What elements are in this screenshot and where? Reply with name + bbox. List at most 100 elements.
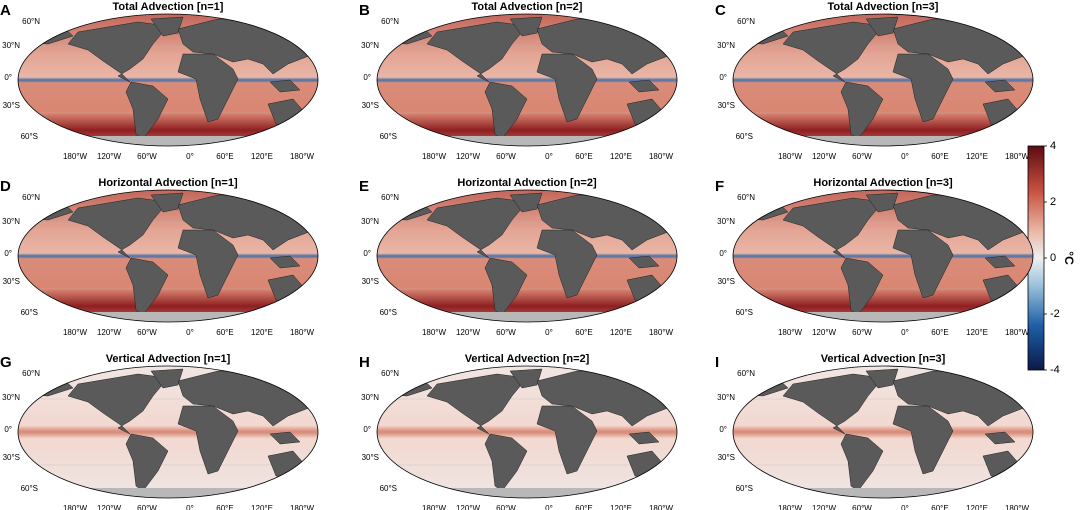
lon-label: 120°E bbox=[251, 504, 273, 510]
panel-letter: H bbox=[359, 354, 370, 371]
lat-label: 30°S bbox=[718, 277, 735, 286]
panel-title: Total Advection [n=1] bbox=[113, 1, 224, 13]
lon-label: 180°W bbox=[63, 504, 88, 510]
lon-label: 60°W bbox=[137, 328, 157, 337]
lon-label: 180°W bbox=[778, 504, 803, 510]
lat-label: 60°S bbox=[380, 132, 397, 141]
lon-label: 120°W bbox=[812, 504, 837, 510]
lon-label: 0° bbox=[186, 328, 194, 337]
map: 180°W 120°W 60°W 0° 60°E 120°E 180°W 60°N 30°N 0°… bbox=[2, 13, 319, 161]
lat-label: 30°S bbox=[3, 453, 20, 462]
lat-label: 60°S bbox=[736, 484, 753, 493]
panel-title: Horizontal Advection [n=1] bbox=[98, 177, 238, 189]
lon-label: 60°W bbox=[852, 152, 872, 161]
lat-label: 60°S bbox=[736, 308, 753, 317]
lat-label: 30°S bbox=[362, 277, 379, 286]
map: 180°W 120°W 60°W 0° 60°E 120°E 180°W 60°N 30°N 0°… bbox=[361, 365, 678, 510]
lat-label: 60°S bbox=[736, 132, 753, 141]
lat-label: 30°N bbox=[361, 41, 379, 50]
colorbar-tick-label: -4 bbox=[1050, 364, 1060, 376]
lon-label: 60°W bbox=[496, 328, 516, 337]
lon-label: 180°W bbox=[1005, 152, 1030, 161]
colorbar-tick-label: 0 bbox=[1050, 252, 1056, 264]
lon-label: 120°E bbox=[966, 152, 988, 161]
lon-label: 0° bbox=[545, 504, 553, 510]
lat-label: 30°N bbox=[2, 217, 20, 226]
lon-label: 120°W bbox=[97, 504, 122, 510]
lon-label: 180°W bbox=[422, 152, 447, 161]
lon-label: 180°W bbox=[1005, 328, 1030, 337]
map-body bbox=[733, 366, 1033, 498]
lat-label: 30°S bbox=[718, 101, 735, 110]
lon-label: 60°W bbox=[496, 152, 516, 161]
lon-label: 180°W bbox=[63, 328, 88, 337]
lat-label: 0° bbox=[4, 425, 12, 434]
lon-label: 120°W bbox=[456, 152, 481, 161]
lat-label: 60°N bbox=[22, 369, 40, 378]
lat-label: 0° bbox=[4, 249, 12, 258]
lon-label: 0° bbox=[901, 504, 909, 510]
panel-letter: E bbox=[359, 178, 369, 195]
lon-label: 60°E bbox=[575, 328, 592, 337]
map: 180°W 120°W 60°W 0° 60°E 120°E 180°W 60°N 30°N 0°… bbox=[361, 13, 678, 161]
map: 180°W 120°W 60°W 0° 60°E 120°E 180°W 60°N 30°N 0°… bbox=[717, 189, 1034, 337]
lat-label: 30°S bbox=[3, 277, 20, 286]
lon-label: 180°W bbox=[649, 504, 674, 510]
lon-label: 120°E bbox=[251, 152, 273, 161]
lat-label: 30°N bbox=[2, 393, 20, 402]
map-border bbox=[17, 189, 319, 323]
lon-label: 180°W bbox=[63, 152, 88, 161]
lon-label: 60°E bbox=[575, 504, 592, 510]
map-body bbox=[377, 366, 677, 498]
map: 180°W 120°W 60°W 0° 60°E 120°E 180°W 60°N 30°N 0°… bbox=[361, 189, 678, 337]
lon-label: 180°W bbox=[290, 152, 315, 161]
lon-label: 180°W bbox=[290, 504, 315, 510]
map: 180°W 120°W 60°W 0° 60°E 120°E 180°W 60°N 30°N 0°… bbox=[717, 13, 1034, 161]
lat-label: 60°N bbox=[22, 17, 40, 26]
map-border bbox=[732, 13, 1034, 147]
lat-label: 60°N bbox=[381, 17, 399, 26]
lon-label: 180°W bbox=[422, 328, 447, 337]
lon-label: 120°W bbox=[97, 328, 122, 337]
map-border bbox=[732, 189, 1034, 323]
lon-label: 120°W bbox=[456, 504, 481, 510]
lon-label: 180°W bbox=[649, 152, 674, 161]
panel-title: Total Advection [n=2] bbox=[472, 1, 583, 13]
lon-label: 0° bbox=[545, 152, 553, 161]
lat-label: 60°S bbox=[21, 308, 38, 317]
panel-letter: G bbox=[0, 354, 12, 371]
lon-label: 60°W bbox=[137, 504, 157, 510]
panel-title: Total Advection [n=3] bbox=[828, 1, 939, 13]
map-border bbox=[376, 13, 678, 147]
lat-label: 60°N bbox=[381, 369, 399, 378]
map-border bbox=[376, 365, 678, 499]
lon-label: 180°W bbox=[1005, 504, 1030, 510]
map: 180°W 120°W 60°W 0° 60°E 120°E 180°W 60°N 30°N 0°… bbox=[2, 365, 319, 510]
lon-label: 180°W bbox=[422, 504, 447, 510]
lat-label: 30°N bbox=[2, 41, 20, 50]
lon-label: 180°W bbox=[290, 328, 315, 337]
panel-title: Vertical Advection [n=2] bbox=[465, 353, 590, 365]
map: 180°W 120°W 60°W 0° 60°E 120°E 180°W 60°N 30°N 0°… bbox=[2, 189, 319, 337]
lon-label: 0° bbox=[186, 504, 194, 510]
lat-label: 30°S bbox=[362, 453, 379, 462]
lon-label: 60°W bbox=[852, 328, 872, 337]
lon-label: 60°E bbox=[931, 152, 948, 161]
colorbar-tick-label: -2 bbox=[1050, 308, 1060, 320]
panel-title: Horizontal Advection [n=2] bbox=[457, 177, 597, 189]
map-border bbox=[17, 365, 319, 499]
lon-label: 0° bbox=[901, 152, 909, 161]
lat-label: 0° bbox=[363, 249, 371, 258]
lat-label: 60°S bbox=[380, 308, 397, 317]
lat-label: 30°N bbox=[717, 41, 735, 50]
lon-label: 120°E bbox=[251, 328, 273, 337]
lat-label: 30°N bbox=[361, 393, 379, 402]
map-body bbox=[377, 190, 677, 322]
lat-label: 60°N bbox=[737, 369, 755, 378]
map-border bbox=[17, 13, 319, 147]
panel-letter: C bbox=[715, 2, 726, 19]
map-body bbox=[18, 366, 318, 498]
lon-label: 60°E bbox=[216, 328, 233, 337]
map-border bbox=[732, 365, 1034, 499]
